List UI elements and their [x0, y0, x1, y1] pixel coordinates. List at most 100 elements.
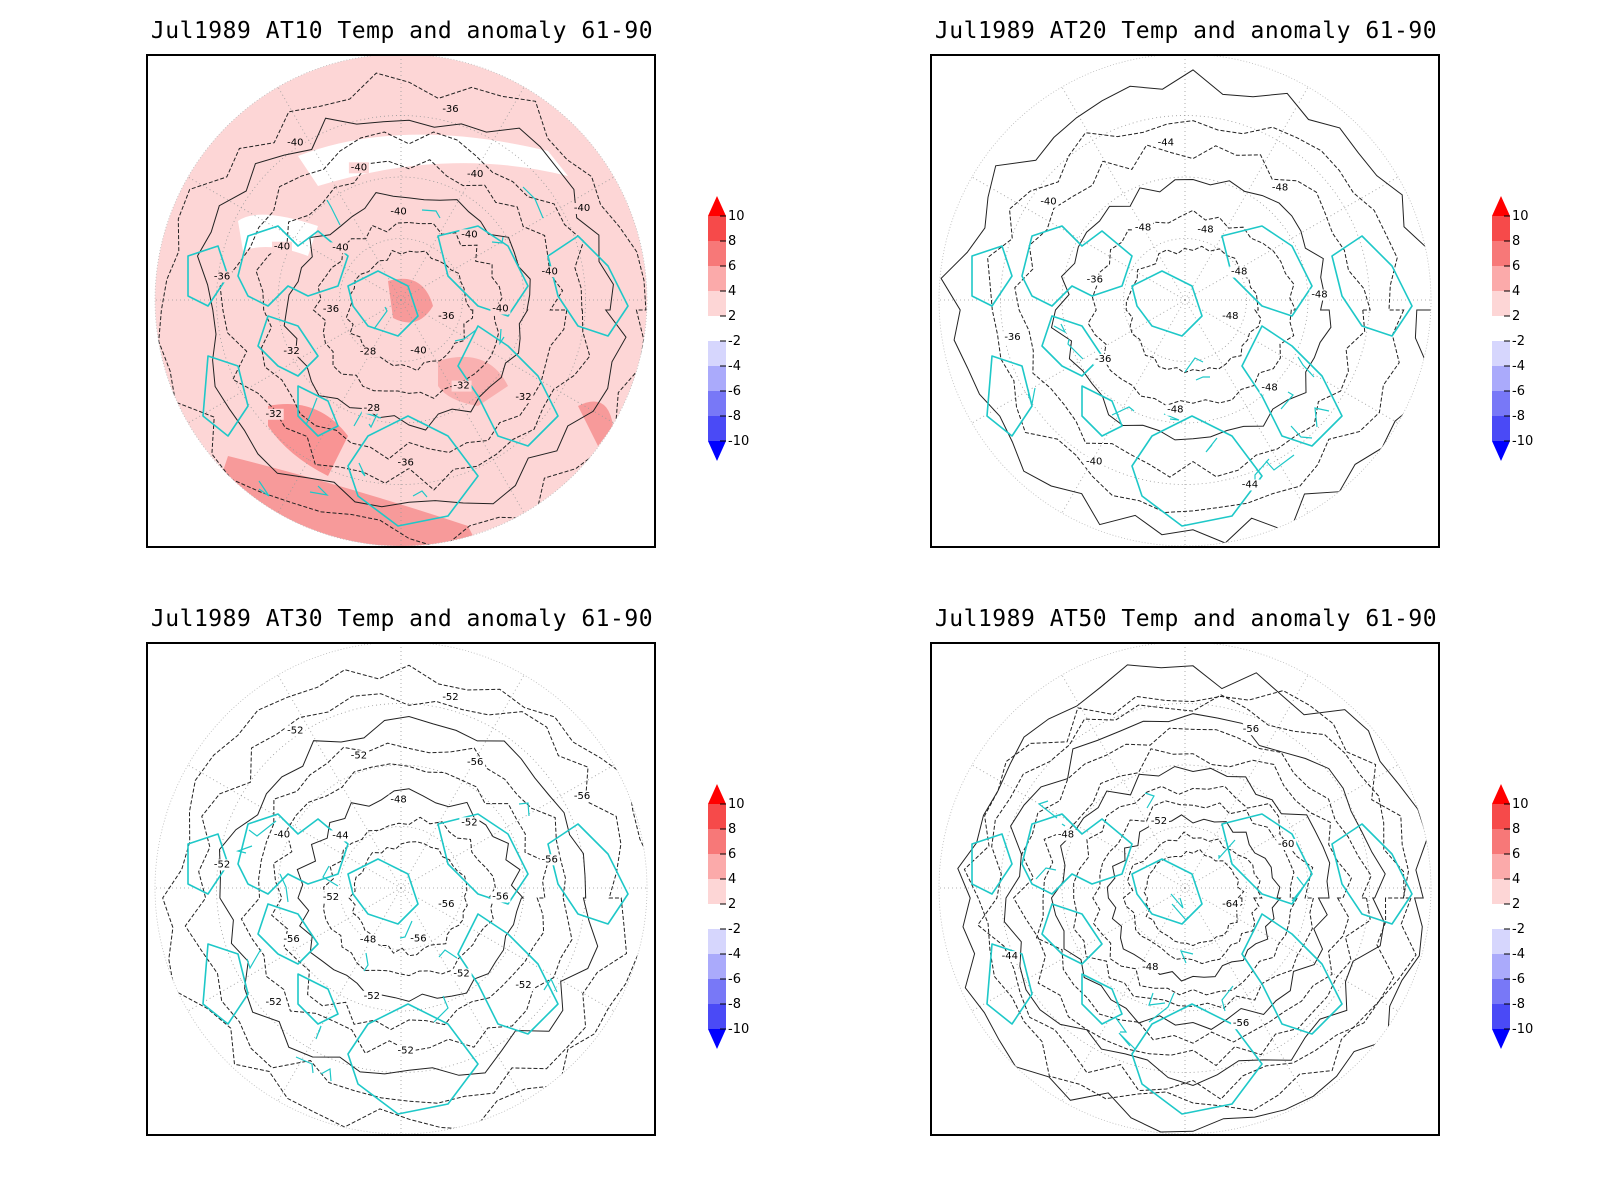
colorbar-tick-label: 10 [1512, 209, 1529, 224]
contour-label: -32 [283, 346, 299, 357]
contour-label: -28 [364, 403, 380, 414]
colorbar-arrow-top [708, 784, 726, 804]
contour-label: -36 [1004, 332, 1020, 343]
colorbar-segment [708, 929, 726, 954]
contour-label-bg [1270, 182, 1291, 194]
anomaly-colorbar: 10 8 6 4 2 -2 -4 -6 -8 -10 [704, 784, 764, 1064]
colorbar-arrow-top [1492, 784, 1510, 804]
meridian-gridline [400, 887, 525, 1102]
coastline [1041, 903, 1103, 965]
contour-label-bg [358, 346, 379, 358]
contour-label: -48 [1167, 405, 1183, 416]
polar-map: -36 -32 -32 -40 -36 -28 -28 -32 -32 -36 -36 -40 -40 -… [146, 54, 656, 548]
colorbar-arrow-top [708, 196, 726, 216]
contour-label-bg [1195, 224, 1216, 236]
contour-label: -36 [442, 104, 458, 115]
contour-label: -52 [266, 997, 282, 1008]
colorbar-segment [1492, 416, 1510, 441]
colorbar-svg: 10 8 6 4 2 -2 -4 -6 -8 -10 [708, 784, 749, 1049]
contour-label: -40 [410, 346, 426, 357]
contour-label-bg [358, 934, 379, 946]
colorbar-tick-label: -2 [728, 922, 741, 937]
meridian-gridline [277, 299, 402, 514]
contour-label-bg [395, 457, 416, 469]
colorbar-segment [1492, 854, 1510, 879]
colorbar-tick-label: 4 [728, 284, 736, 299]
contour-label: -48 [360, 935, 376, 946]
colorbar-tick-label: -6 [1512, 972, 1525, 987]
colorbar-segment [1492, 829, 1510, 854]
colorbar-segment [1492, 266, 1510, 291]
colorbar-tick-label: -2 [1512, 334, 1525, 349]
meridian-gridline [277, 887, 402, 1102]
latitude-gridline [339, 826, 463, 950]
colorbar-tick-label: -4 [1512, 947, 1525, 962]
contour-label: -52 [1151, 816, 1167, 827]
colorbar-tick-label: -6 [728, 384, 741, 399]
contour-label-bg [513, 980, 534, 992]
colorbar-segment [1492, 316, 1510, 341]
contour-label-bg [1002, 332, 1023, 344]
meridian-gridline [400, 299, 525, 514]
temperature-contour [987, 120, 1405, 514]
contour-label-bg [1229, 266, 1250, 278]
contour-label-bg [348, 750, 369, 762]
map-panel-at20: Jul1989 AT20 Temp and anomaly 61-90 -48-… [784, 18, 1533, 578]
colorbar-svg: 10 8 6 4 2 -2 -4 -6 -8 -10 [1492, 196, 1533, 461]
country-border [1291, 876, 1305, 902]
temperature-contour [219, 131, 591, 491]
colorbar-tick-label: -6 [1512, 384, 1525, 399]
country-border [1297, 356, 1315, 378]
contour-label: -48 [1197, 225, 1213, 236]
coastline [187, 833, 229, 895]
coastline [1081, 385, 1123, 437]
colorbar-tick-label: 10 [1512, 797, 1529, 812]
country-border [433, 995, 449, 1023]
anomaly-colorbar: 10 8 6 4 2 -2 -4 -6 -8 -10 [1488, 784, 1548, 1064]
contour-label: -56 [1243, 724, 1259, 735]
contour-label-bg [348, 162, 369, 174]
country-border [522, 186, 544, 219]
country-border [305, 397, 318, 426]
contour-label: -40 [542, 266, 558, 277]
country-border [1163, 413, 1180, 421]
country-border [368, 407, 381, 429]
country-border [491, 236, 504, 244]
country-border [315, 1025, 322, 1040]
coastline [1331, 235, 1413, 337]
contour-label-bg [1240, 724, 1261, 736]
colorbar-segment [708, 216, 726, 241]
meridian-gridline [1061, 86, 1186, 301]
temperature-contour [255, 159, 568, 460]
coastline [1081, 973, 1123, 1025]
meridian-gridline [400, 764, 615, 889]
colorbar-tick-label: -4 [728, 359, 741, 374]
coastline [1131, 270, 1203, 337]
temperature-contour [940, 69, 1431, 544]
temperature-contour [162, 664, 647, 1131]
country-border [1184, 357, 1204, 373]
colorbar-tick-label: -8 [1512, 409, 1525, 424]
country-border [1148, 992, 1166, 1006]
contour-label-bg [263, 996, 284, 1008]
colorbar-segment [708, 804, 726, 829]
contour-label-bg [451, 380, 472, 392]
country-border [1053, 323, 1067, 334]
colorbar-segment [1492, 391, 1510, 416]
contour-label: -52 [515, 980, 531, 991]
contour-label-bg [212, 271, 233, 283]
colorbar-arrow-bottom [708, 1029, 726, 1049]
country-border [499, 328, 505, 346]
contour-label: -36 [214, 271, 230, 282]
temperature-contour [1092, 800, 1298, 996]
temperature-contour [283, 192, 531, 431]
coastline [1131, 858, 1203, 925]
colorbar-segment [1492, 216, 1510, 241]
country-border [1314, 407, 1330, 428]
colorbar-tick-label: -6 [728, 972, 741, 987]
coastline [437, 813, 529, 905]
coastline [1241, 325, 1343, 447]
contour-label: -40 [1086, 456, 1102, 467]
contour-label: -52 [442, 692, 458, 703]
temperature-contour [1035, 748, 1352, 1044]
